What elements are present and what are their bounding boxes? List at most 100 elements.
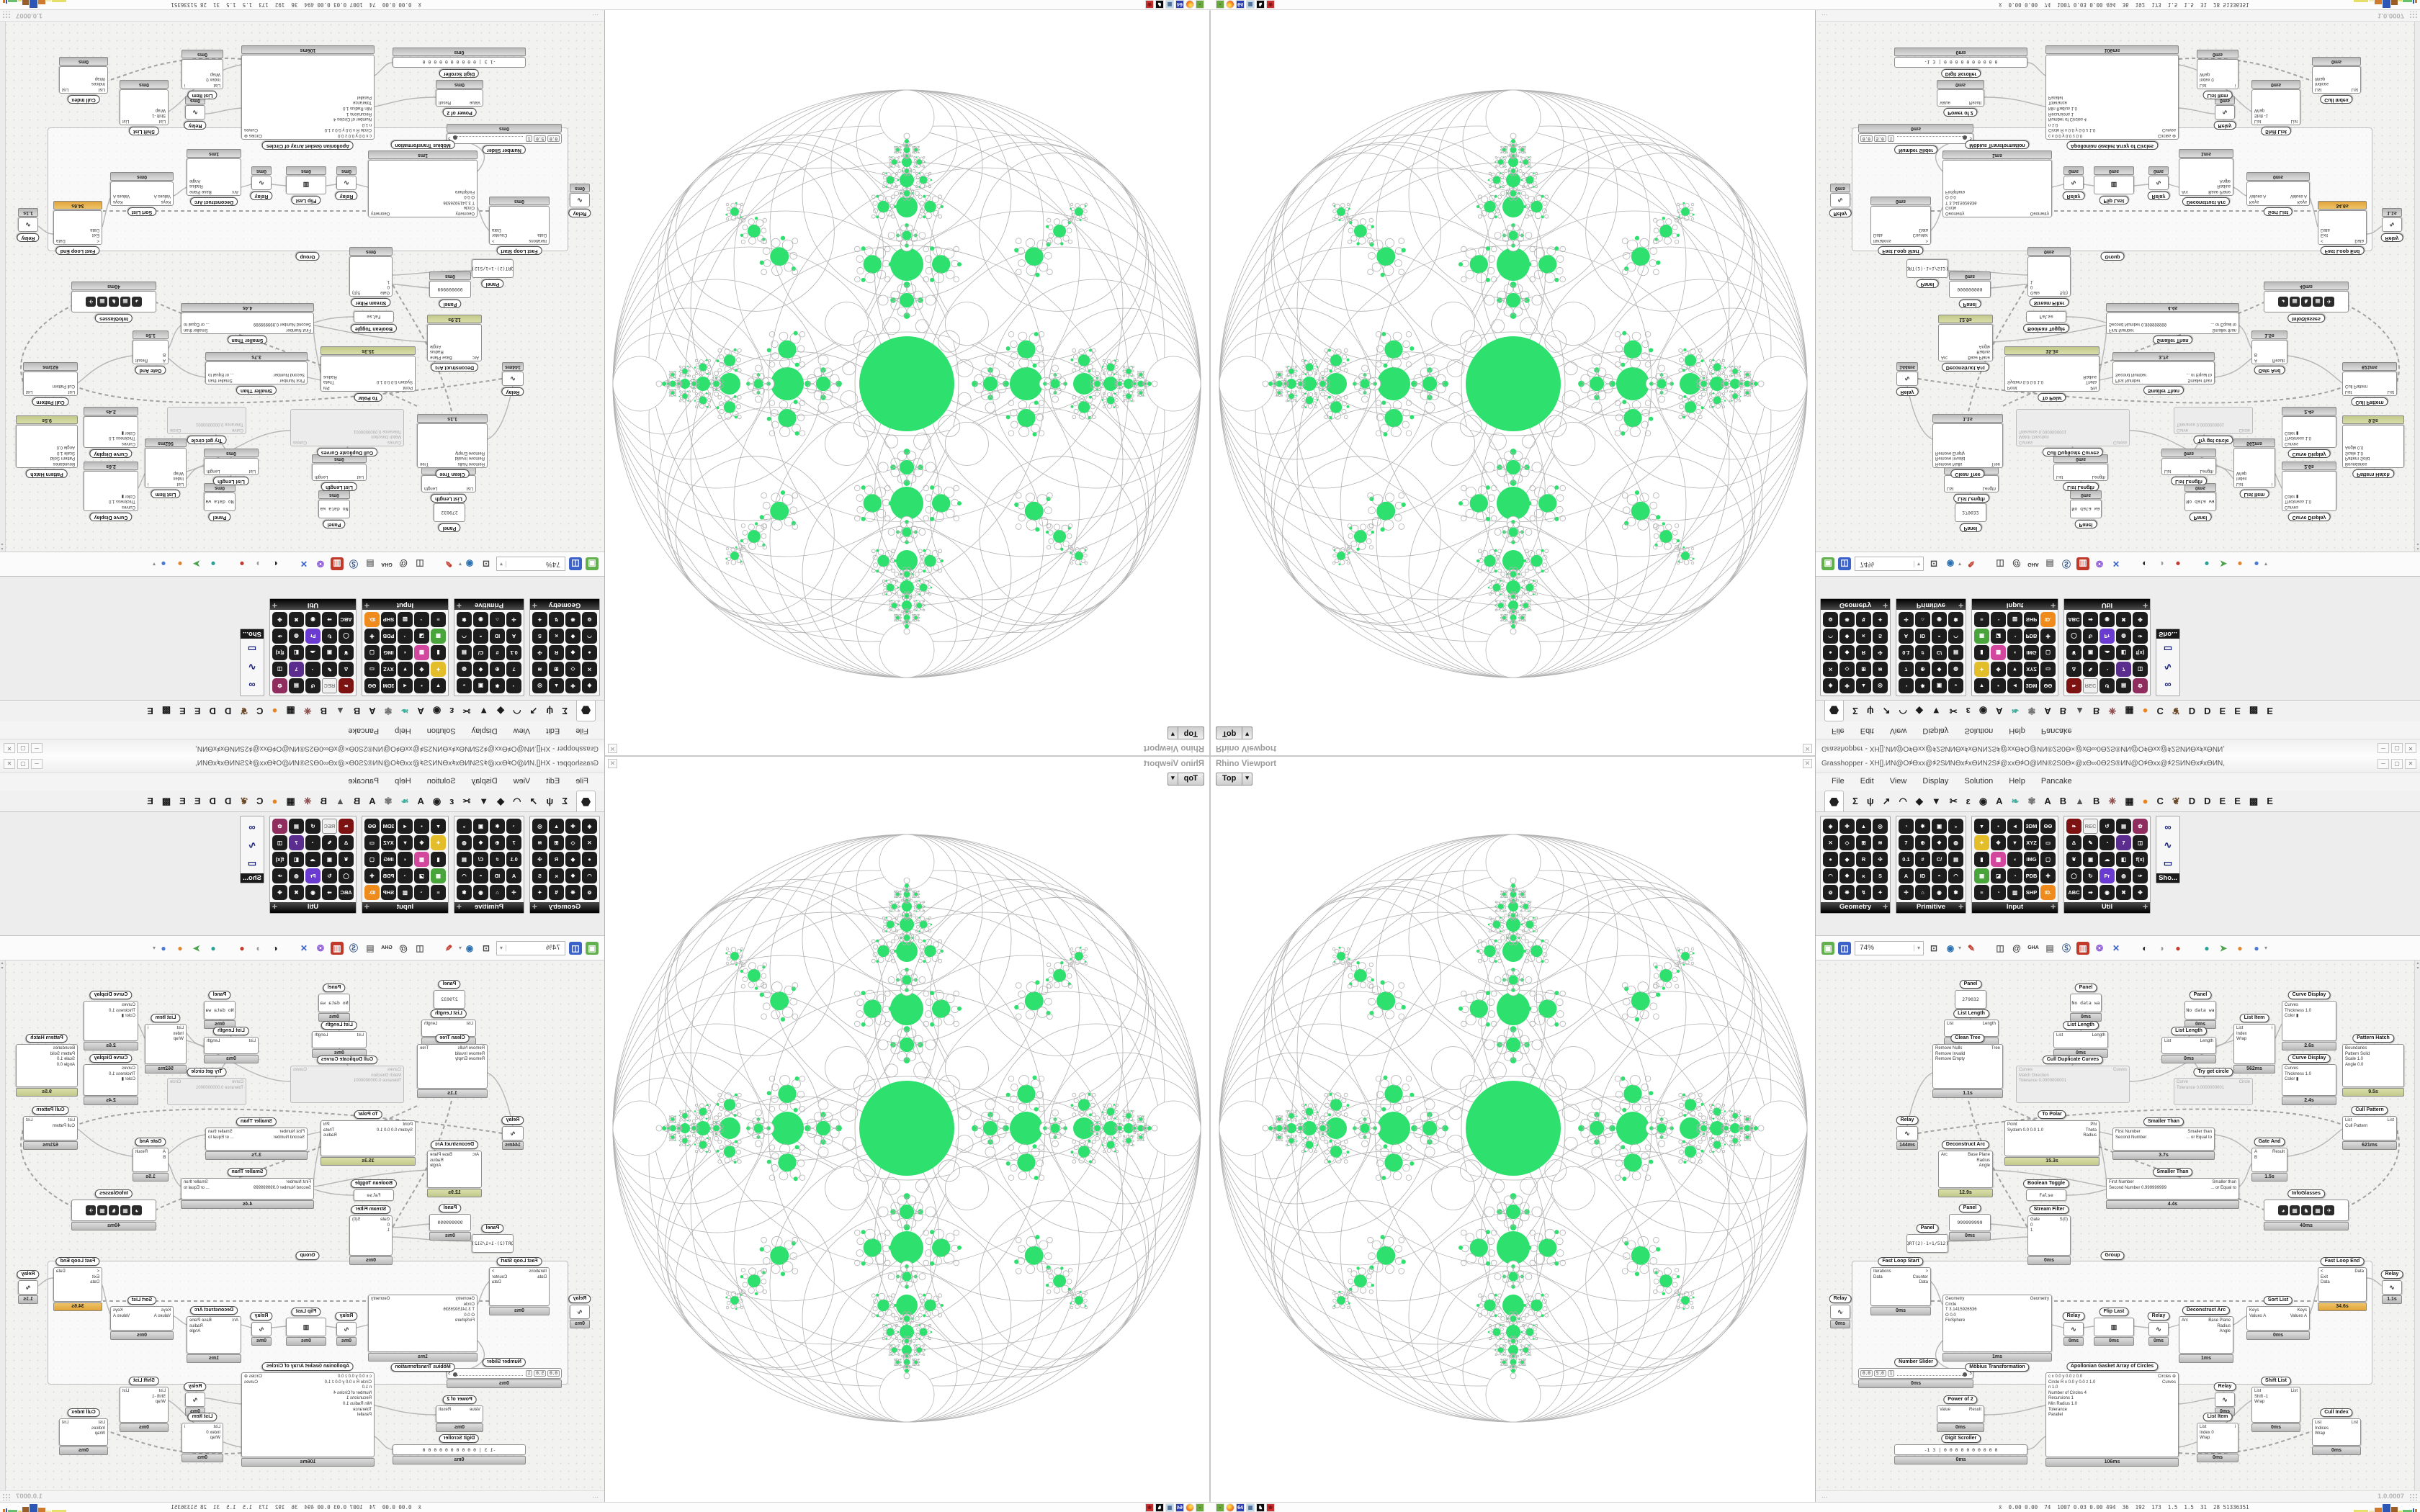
floppy-64-icon[interactable]: 64 [1175,1503,1184,1512]
gh-node-cull-index[interactable]: List Indices Wrap List [2312,1418,2361,1446]
component-icon[interactable]: 7 [1899,662,1914,677]
gh-node-pattern-hatch[interactable]: Boundaries Pattern Solid Scale 1.0 Angle 0.… [16,1044,78,1087]
component-icon[interactable]: R [549,852,564,867]
component-icon[interactable]: PDB [2024,629,2039,644]
search-icon[interactable]: Ⓢ [349,559,358,569]
component-icon[interactable]: ◍ [457,662,472,677]
component-icon[interactable]: ✤ [2133,885,2148,900]
gh-node-fast-loop-end[interactable]: < Exit Data Data [53,210,102,245]
pin-orange-icon[interactable]: ● [2237,559,2243,570]
gh-node-shift-list[interactable]: List Shift -1 Wrap List [120,89,169,125]
gameboy-icon[interactable]: ▫ [1216,0,1224,9]
component-icon[interactable]: ◖ [2007,645,2022,660]
component-icon[interactable]: ◉ [305,885,321,900]
component-icon[interactable]: ◯ [2066,868,2081,883]
gh-node-deconstruct-arc[interactable]: Arc Base Plane Radius Angle [427,324,482,361]
gh-node-fast-loop-end[interactable]: < Exit Data Data [53,1267,102,1302]
category-tab-24[interactable]: E [2219,706,2226,717]
category-tab-3[interactable]: ↗ [529,706,538,717]
component-icon[interactable]: ◔ [506,819,521,834]
component-icon[interactable]: 0.1 [506,852,521,867]
gh-node-to-polar[interactable]: Point System 0.0 0.0 1.0 Phi Theta Radius [2004,1120,2099,1156]
component-icon[interactable]: ✖ [2116,612,2131,627]
category-tab-4[interactable]: ◠ [1899,706,1907,717]
component-icon[interactable]: ◉ [1932,612,1947,627]
category-tab-19[interactable]: ● [272,795,278,806]
component-icon[interactable]: IMG [2024,852,2039,867]
component-icon[interactable]: ▪ [1991,678,2006,693]
component-icon[interactable]: f(x) [272,852,287,867]
category-tab-8[interactable]: ε [1966,706,1971,717]
category-tab-6[interactable]: ▼ [1931,795,1941,806]
category-tab-23[interactable]: D [209,706,216,717]
category-tab-2[interactable]: ψ [1866,706,1874,717]
component-icon[interactable]: ◠ [582,868,597,883]
component-icon[interactable]: 7 [289,662,304,677]
component-icon[interactable]: ⊚ [1823,885,1838,900]
category-tab-3[interactable]: ↗ [529,795,538,806]
component-icon[interactable]: ▮ [1974,645,1989,660]
gh-node-deconstruct-arc[interactable]: Arc Base Plane Radius Angle [1938,1151,1993,1188]
component-icon[interactable]: ✦ [431,662,446,677]
component-icon[interactable]: f(x) [272,645,287,660]
component-icon[interactable]: ▭ [2040,835,2056,850]
pin-green-icon[interactable]: ➤ [192,942,201,953]
category-tab-26[interactable]: ▩ [2249,795,2259,806]
component-icon[interactable]: ❧ [339,819,354,834]
component-icon[interactable]: ▩ [1991,852,2006,867]
close-icon[interactable]: ✕ [1803,759,1812,768]
gh-node-cull-duplicate-curves[interactable]: Curves Match Direction Tolerance 0.0000000… [290,1066,404,1103]
component-icon[interactable]: ▩ [414,852,429,867]
maximize-button[interactable]: ▢ [17,759,29,769]
obscure-icon[interactable]: ◫ [416,559,424,570]
gh-node-cull-pattern[interactable]: List Cull Pattern List [23,372,78,396]
gh-node-sort-list[interactable]: Keys Values A Keys Values A [110,1306,174,1331]
component-icon[interactable]: C/ [473,852,488,867]
view-name[interactable]: Top [1183,729,1198,738]
search-icon[interactable]: Ⓢ [349,943,358,953]
gh-node-infoglasses[interactable]: ◕ ▦ ♞ ▦ ✈ [2264,291,2349,312]
gh-node-pattern-hatch[interactable]: Boundaries Pattern Solid Scale 1.0 Angle 0.… [2342,425,2404,468]
gh-node-panel[interactable]: 279032 [434,503,465,522]
menu-item-view[interactable]: View [1889,726,1907,735]
component-icon[interactable]: Δ [339,835,354,850]
category-tab-11[interactable]: ❧ [2011,706,2020,717]
component-icon[interactable]: ◠ [457,629,472,644]
component-icon[interactable]: κ [549,629,564,644]
notes-icon[interactable]: ▤ [366,942,375,953]
gh-node-smaller-than[interactable]: First Number Second Number Smaller than...… [205,1128,308,1151]
gh-node-number-slider[interactable]: 0.0 5.0 1 5 [1858,133,1973,144]
gh-node-power-of-2[interactable]: Value Result [1937,89,1984,107]
category-tab-18[interactable]: ▦ [2125,795,2134,806]
component-icon[interactable]: ◍ [289,868,304,883]
component-icon[interactable]: ▮ [431,645,446,660]
category-tab-26[interactable]: ▩ [2249,706,2259,717]
gh-node-deconstruct-arc[interactable]: Arc Base Plane Radius Angle [187,158,241,196]
component-icon[interactable]: ◫ [2133,835,2148,850]
component-icon[interactable]: ▲ [549,678,564,693]
component-icon[interactable]: ◄ [398,819,413,834]
component-icon[interactable]: 3DM [381,819,396,834]
menu-item-solution[interactable]: Solution [426,777,456,786]
panel-label[interactable]: Primitive ✛ [1896,599,1966,610]
category-tab-25[interactable]: E [2234,795,2241,806]
category-tab-4[interactable]: ◠ [513,706,521,717]
component-icon[interactable]: ΘΘ [2040,678,2056,693]
show-tag[interactable]: Sho... [2156,873,2179,883]
at-icon[interactable]: @ [2012,942,2021,953]
preview-ghost-icon[interactable]: ◑ [256,942,261,953]
category-tab-21[interactable]: ❦ [2172,795,2180,806]
component-icon[interactable]: ▢ [2040,852,2056,867]
preview-eye-icon[interactable]: ◉ [465,559,474,570]
viewport-view-button[interactable]: Top ▾ [1216,773,1252,786]
component-icon[interactable]: ⊞ [549,662,564,677]
component-icon[interactable]: ◔ [2007,868,2022,883]
menu-item-solution[interactable]: Solution [1964,726,1994,735]
category-tab-13[interactable]: A [2044,795,2051,806]
category-tab-7[interactable]: ✂ [462,795,471,806]
component-icon[interactable]: ABC [339,885,354,900]
component-icon[interactable]: ∞ [244,678,260,693]
gh-node-relay[interactable]: ∿ [2215,1392,2235,1407]
wolf-icon[interactable]: ♞ [1155,0,1164,9]
maximize-button[interactable]: ▢ [2391,759,2403,769]
